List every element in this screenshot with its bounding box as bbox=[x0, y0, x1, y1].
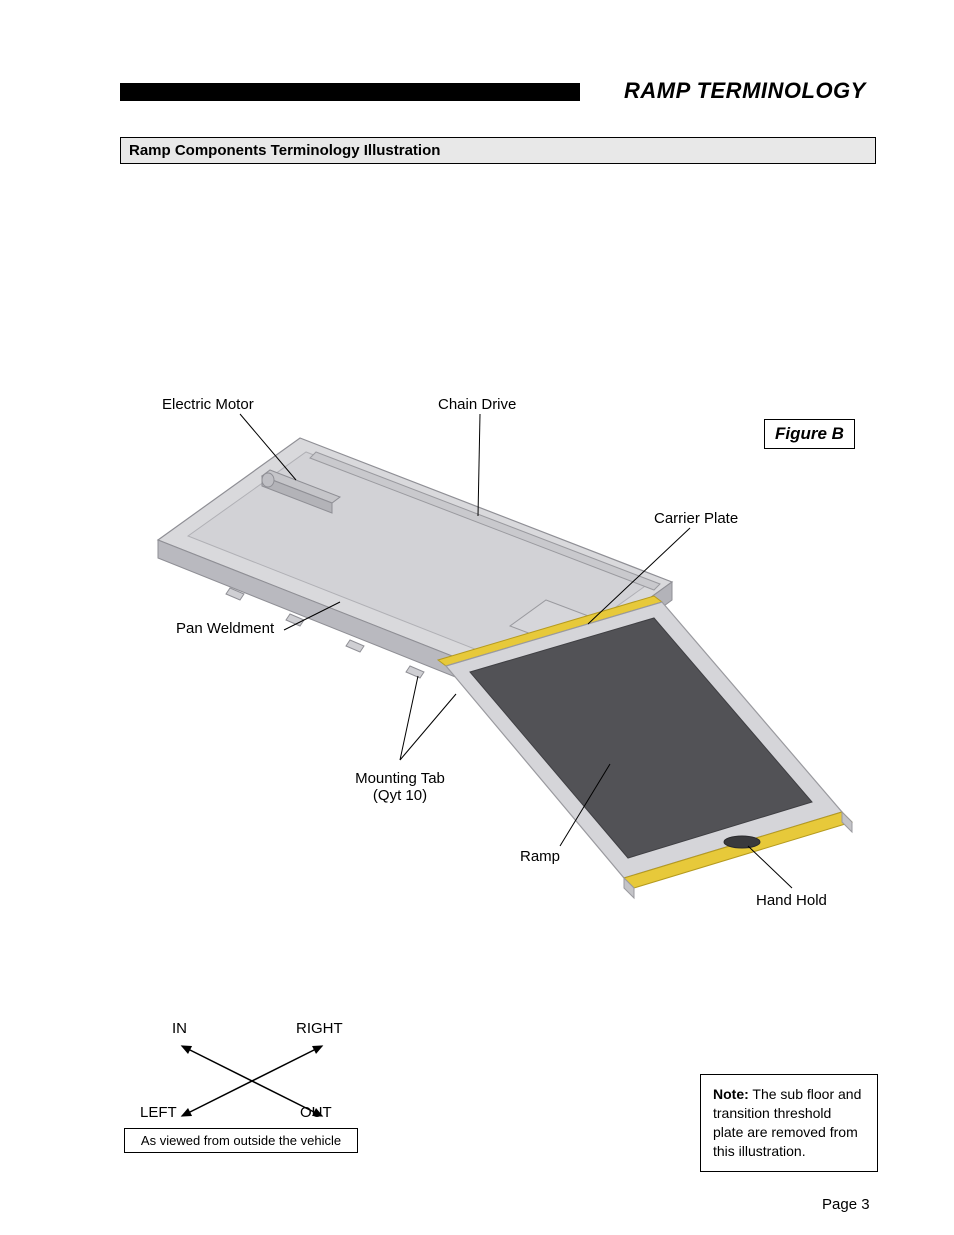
page-number: Page 3 bbox=[822, 1196, 870, 1213]
label-mounting-tab: Mounting Tab (Qyt 10) bbox=[320, 770, 480, 804]
note-box: Note: The sub floor and transition thres… bbox=[700, 1074, 878, 1172]
compass-left: LEFT bbox=[140, 1104, 177, 1121]
label-hand-hold: Hand Hold bbox=[756, 892, 827, 909]
compass-in: IN bbox=[172, 1020, 187, 1037]
compass-caption: As viewed from outside the vehicle bbox=[124, 1128, 358, 1153]
label-chain-drive: Chain Drive bbox=[438, 396, 516, 413]
compass-out: OUT bbox=[300, 1104, 332, 1121]
label-pan-weldment: Pan Weldment bbox=[176, 620, 274, 637]
hand-hold-shape bbox=[724, 836, 760, 848]
label-mounting-tab-l1: Mounting Tab bbox=[355, 770, 445, 787]
compass-right: RIGHT bbox=[296, 1020, 343, 1037]
orientation-compass bbox=[122, 1016, 382, 1146]
label-mounting-tab-l2: (Qyt 10) bbox=[373, 787, 427, 804]
label-carrier-plate: Carrier Plate bbox=[654, 510, 738, 527]
label-electric-motor: Electric Motor bbox=[162, 396, 254, 413]
label-ramp: Ramp bbox=[520, 848, 560, 865]
note-prefix: Note: bbox=[713, 1086, 749, 1102]
ramp-illustration bbox=[0, 0, 954, 900]
page: RAMP TERMINOLOGY Ramp Components Termino… bbox=[0, 0, 954, 1235]
